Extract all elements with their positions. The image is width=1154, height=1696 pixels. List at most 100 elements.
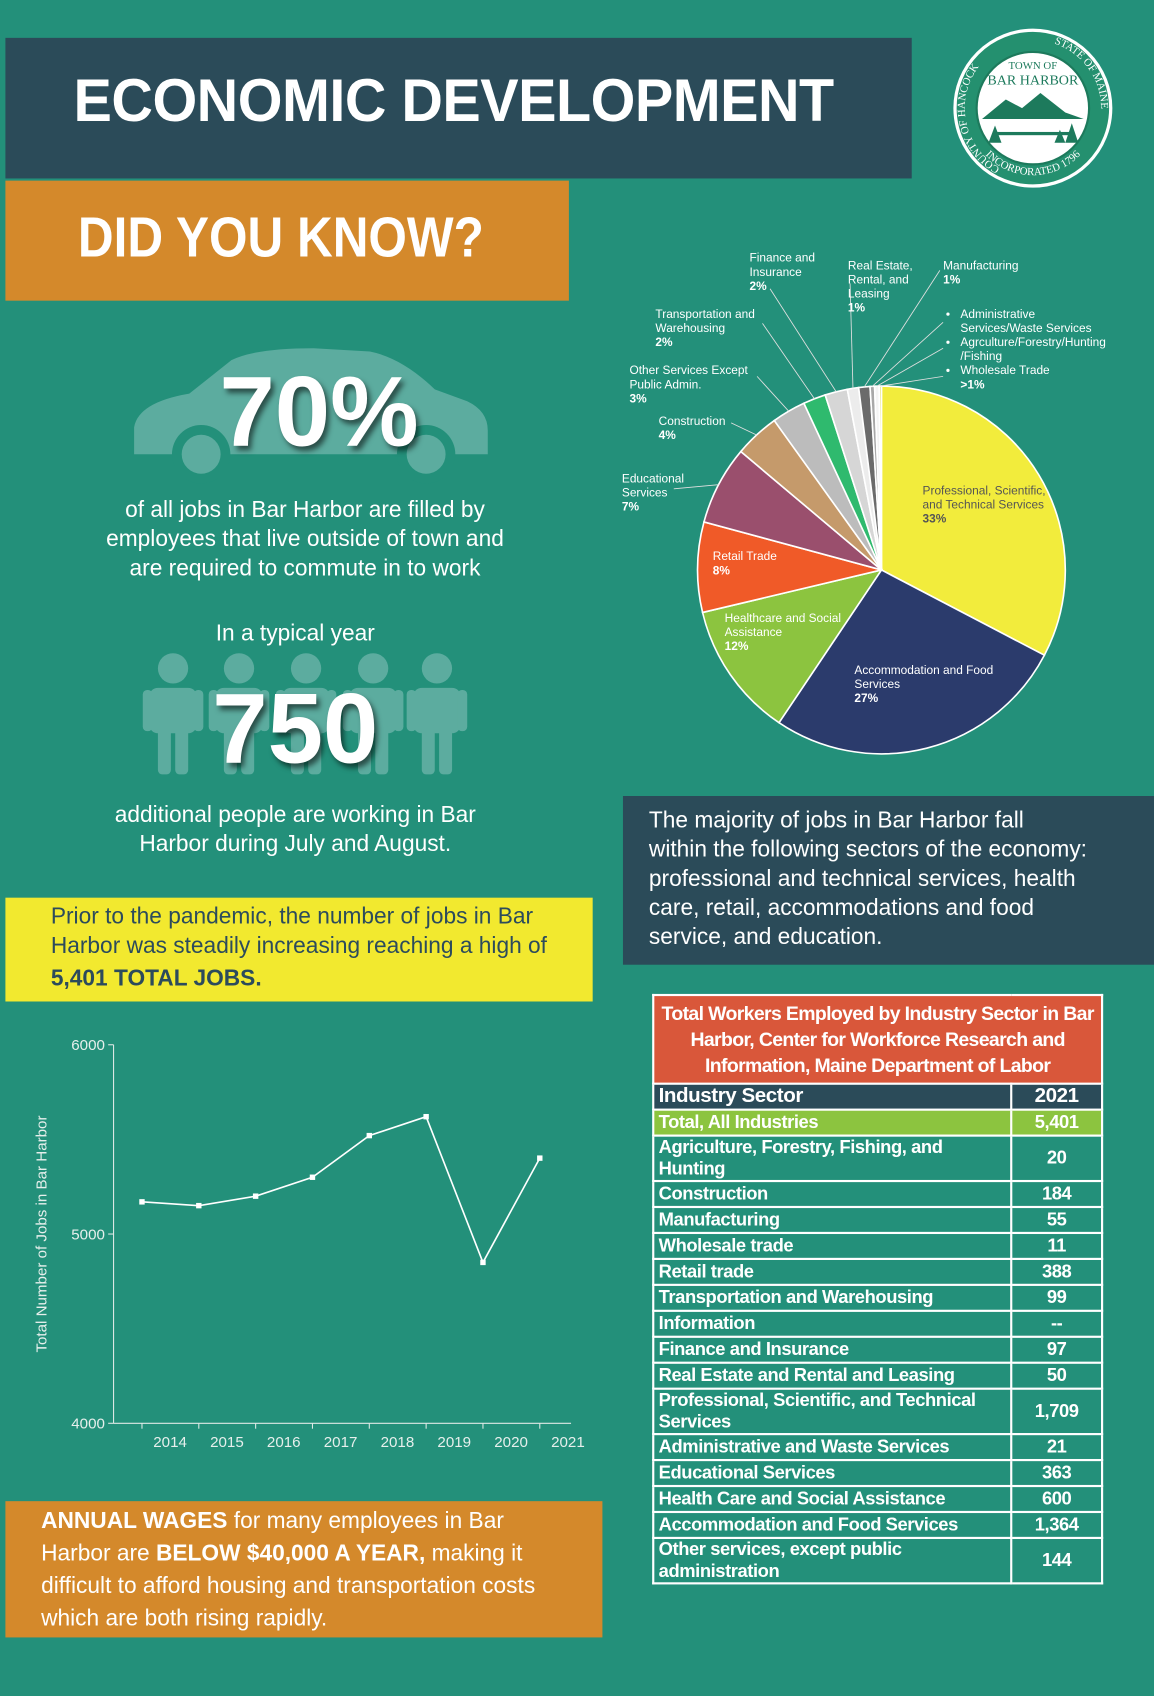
commute-text: of all jobs in Bar Harbor are filled by e… [54,495,556,583]
pie-label-value: 2% [749,280,767,294]
seal-text: TOWN OF [1009,60,1058,72]
x-tick-label: 2020 [494,1434,528,1451]
line [141,1115,541,1265]
pie-label-value: 27% [854,692,879,706]
person-leg [375,724,389,775]
people-icons [142,653,468,775]
pie-slice [701,568,884,724]
pie-label-name: Retail Trade [712,550,777,564]
person-body [282,687,330,734]
leader-line [849,283,854,389]
person-arm [406,690,417,732]
pie-label: Professional, Scientific, and Technical … [923,485,1053,527]
leader-line [863,270,941,388]
table-row: Real Estate and Rental and Leasing 50 [652,1361,1104,1390]
point [480,1259,486,1266]
person-leg [241,724,255,775]
seasonal-text: additional people are working in Bar Harb… [47,800,545,858]
person-leg [439,724,453,775]
pie-label-name: Transportation and Warehousing [655,308,755,336]
text-line: The majority of jobs in Bar Harbor fall [648,807,1024,833]
pie-label-name: Administrative Services/Waste Services [960,308,1120,336]
pie-label: Manufacturing 1% [943,260,1040,288]
y-tick-label: 5000 [71,1226,105,1243]
table-title-row: Total Workers Employed by Industry Secto… [652,993,1104,1085]
sectors-note-box [622,796,1154,965]
pie-label-name: Manufacturing [943,259,1019,273]
pie-label-value: 3% [629,392,647,406]
pie-slice [696,520,882,614]
table-cell: Educational Services [652,1458,1013,1488]
table-cell: Real Estate and Rental and Leasing [652,1361,1013,1390]
table-cell: 55 [1010,1205,1104,1235]
table-row: Health Care and Social Assistance 600 [652,1484,1104,1514]
seal-text: BAR HARBOR [987,72,1079,88]
person-leg [175,724,189,775]
table-cell: Retail trade [652,1257,1013,1286]
person-leg [421,724,435,775]
text-line: service, and education. [648,924,883,950]
x-tick-label: 2018 [381,1434,415,1451]
x-tick-label: 2019 [437,1434,471,1451]
page-title: ECONOMIC DEVELOPMENT [73,65,835,135]
person-leg [223,724,237,775]
table-cell: Finance and Insurance [652,1335,1013,1364]
text-segment: making it [425,1541,523,1567]
seasonal-intro: In a typical year [215,620,375,646]
pie-label: Other Services Except Public Admin. 3% [629,364,770,406]
x-tick-label: 2021 [551,1434,585,1451]
person-head [421,653,453,684]
pie-label-value: 12% [724,640,749,654]
text-line: ANNUAL WAGES for many employees in Bar [41,1505,535,1537]
table-cell: 184 [1010,1179,1104,1209]
pie-label-name: Wholesale Trade [960,364,1120,378]
x-tick-label: 2015 [210,1434,244,1451]
pie-label-value: 1% [847,301,866,315]
table-cell: Transportation and Warehousing [652,1283,1013,1312]
text-segment: BELOW $40,000 A YEAR, [155,1541,426,1567]
table-cell: Industry Sector [652,1082,1013,1111]
banner: DID YOU KNOW? [77,206,484,270]
text-line: difficult to afford housing and transpor… [41,1570,535,1602]
table-cell: Manufacturing [652,1205,1013,1235]
point [252,1193,259,1199]
pie-label-value: 1% [943,273,961,287]
y-tick-label: 6000 [71,1037,105,1054]
table-cell: 50 [1010,1361,1104,1390]
table-cell: Health Care and Social Assistance [652,1484,1013,1514]
pie-label: Real Estate, Rental, and Leasing 1% [848,260,924,316]
table-cell: Agriculture, Forestry, Fishing, and Hunt… [652,1134,1013,1183]
x-tick-label: 2017 [324,1434,358,1451]
point [139,1199,145,1205]
text-line: additional people are working in Bar [114,802,476,828]
pie-label-name: Construction [658,415,726,429]
pie-label-value: 4% [658,429,676,443]
text-line: Prior to the pandemic, the number of job… [50,904,534,930]
pie-label: Transportation and Warehousing 2% [655,308,774,350]
pie-label-value: 8% [712,564,730,578]
person-head [157,653,189,684]
table-row: Agriculture, Forestry, Fishing, and Hunt… [652,1134,1104,1183]
table-row: Information -- [652,1309,1104,1338]
pie-slice [880,385,1067,657]
person-head [290,653,322,684]
pie-label-list: Administrative Services/Waste ServicesAg… [947,308,1120,378]
car-body [134,348,488,455]
table-cell: 363 [1010,1458,1104,1488]
wages-note: ANNUAL WAGES for many employees in Bar Ha… [41,1505,535,1635]
table-cell: 388 [1010,1257,1104,1286]
sectors-note: The majority of jobs in Bar Harbor fall w… [649,806,1087,952]
person-leg [308,724,322,775]
text-line: Harbor are BELOW $40,000 A YEAR, making … [41,1538,535,1570]
text-segment: Harbor are [41,1541,156,1567]
leader-line [756,376,790,412]
car-wheel [181,434,221,474]
table-row: Finance and Insurance 97 [652,1335,1104,1364]
commute-figure: 70% [219,356,419,468]
person-arm [142,690,153,732]
pie-label-name: Agrculture/Forestry/Hunting /Fishing [960,336,1120,364]
person-arm [259,690,270,732]
table-row: Transportation and Warehousing 99 [652,1283,1104,1312]
person-arm [393,690,404,732]
table-cell: 20 [1010,1134,1104,1183]
